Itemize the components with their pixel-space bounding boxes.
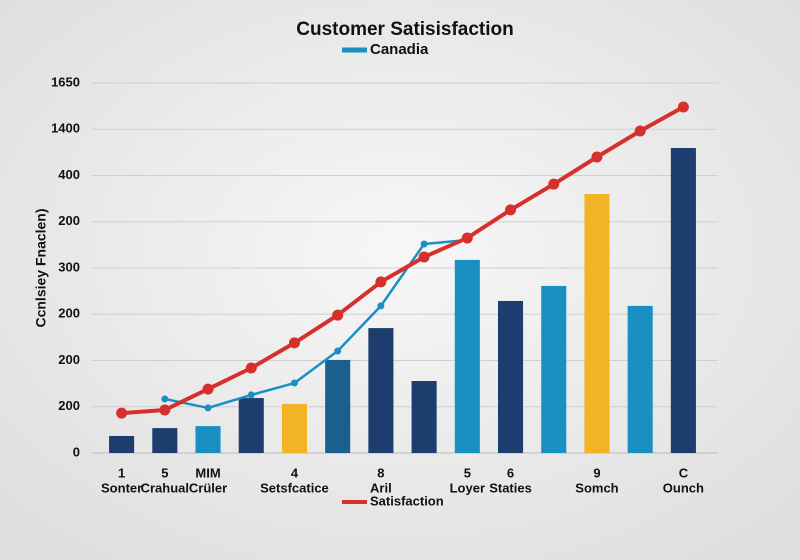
line-point — [290, 379, 298, 387]
bar — [109, 435, 135, 453]
x-tick-label: 6 — [507, 465, 514, 480]
line-point — [334, 347, 342, 355]
x-tick-label: 4 — [291, 465, 299, 480]
y-tick-label: 200 — [58, 306, 80, 321]
y-tick-label: 0 — [73, 444, 80, 459]
x-tick-sublabel: Staties — [489, 480, 532, 495]
x-tick-sublabel: Sonter — [101, 480, 142, 495]
bar — [411, 381, 437, 453]
line-point — [591, 151, 603, 163]
x-tick-sublabel: Ounch — [663, 480, 704, 495]
x-tick-label: MIM — [195, 465, 220, 480]
line-point — [204, 404, 212, 412]
x-tick-sublabel: Crahual — [141, 480, 189, 495]
legend-label: Canadia — [370, 41, 429, 58]
x-tick-label: 5 — [161, 465, 168, 480]
line-point — [420, 240, 428, 248]
line-point — [247, 391, 255, 399]
y-tick-label: 200 — [58, 352, 80, 367]
bar — [152, 428, 178, 453]
line-point — [159, 404, 171, 416]
line-point — [332, 309, 344, 321]
x-tick-label: 9 — [593, 465, 600, 480]
x-tick-label: 1 — [118, 465, 125, 480]
x-tick-sublabel: Loyer — [450, 480, 485, 495]
bar — [584, 194, 610, 453]
line-point — [677, 101, 689, 113]
bar — [195, 426, 221, 453]
bar — [368, 328, 394, 453]
bar — [670, 148, 696, 453]
x-tick-sublabel: Setsfcatice — [260, 480, 329, 495]
bar — [541, 285, 567, 453]
line-point — [418, 251, 430, 263]
line-point — [116, 407, 128, 419]
x-tick-label: 8 — [377, 465, 384, 480]
y-tick-label: 200 — [58, 213, 80, 228]
line-point — [461, 232, 473, 244]
bar — [627, 305, 653, 453]
line-point — [161, 395, 169, 403]
line-point — [377, 302, 385, 310]
x-tick-label: 5 — [464, 465, 471, 480]
bar — [238, 398, 264, 453]
line-point — [375, 276, 387, 288]
y-tick-label: 1650 — [51, 74, 80, 89]
line-point — [288, 337, 300, 349]
bar — [281, 403, 307, 453]
bar — [498, 300, 524, 453]
legend-label: Satisfaction — [370, 493, 444, 508]
line-point — [548, 178, 560, 190]
chart-title: Customer Satisisfaction — [296, 19, 514, 40]
y-tick-label: 400 — [58, 167, 80, 182]
bar — [325, 359, 351, 453]
line-point — [634, 125, 646, 137]
line-point — [505, 204, 517, 216]
y-axis-label: Ccnlsiey Fnaclen) — [33, 208, 49, 327]
line-point — [202, 383, 214, 395]
x-tick-label: C — [679, 465, 689, 480]
x-tick-sublabel: Aril — [370, 480, 392, 495]
x-tick-sublabel: Somch — [575, 480, 618, 495]
line-point — [245, 362, 257, 374]
y-tick-label: 1400 — [51, 121, 80, 136]
line — [121, 105, 685, 416]
x-tick-sublabel: Crüler — [189, 480, 227, 495]
line — [164, 238, 468, 410]
y-tick-label: 200 — [58, 398, 80, 413]
bar — [454, 259, 480, 453]
y-tick-label: 300 — [58, 259, 80, 274]
